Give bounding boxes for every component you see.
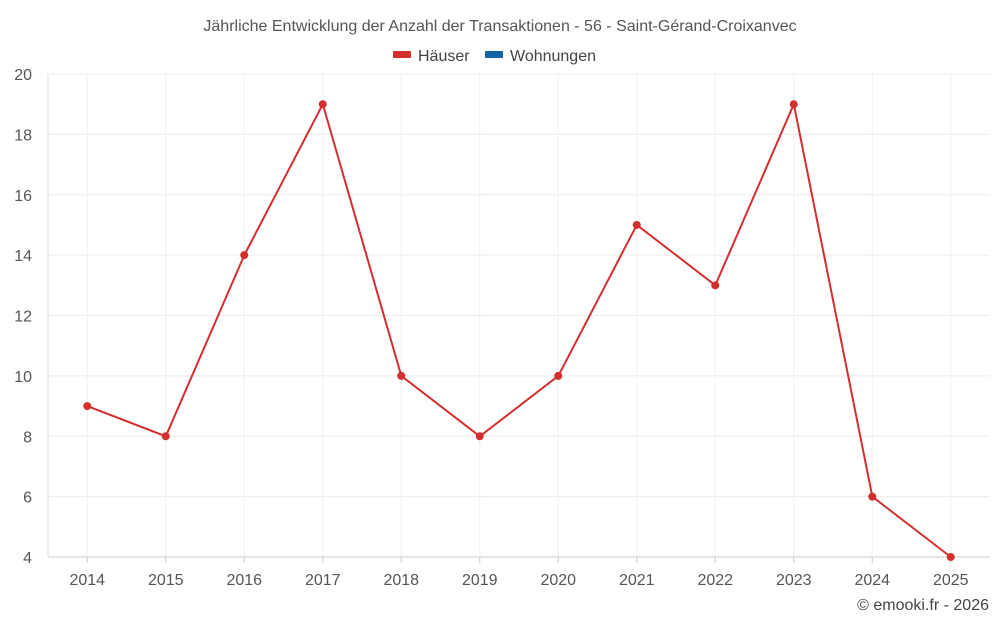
data-point[interactable] [711, 281, 720, 290]
legend-label-wohnungen: Wohnungen [510, 48, 596, 65]
legend-swatch-wohnungen [485, 51, 503, 58]
y-tick-label: 20 [14, 67, 32, 84]
series-group [83, 100, 955, 561]
x-tick-label: 2018 [383, 572, 419, 589]
data-point[interactable] [946, 553, 955, 561]
y-tick-label: 10 [14, 369, 32, 386]
legend-item-haeuser[interactable]: Häuser [393, 48, 470, 65]
x-tick-label: 2022 [697, 572, 733, 589]
series-line-0 [86, 103, 952, 558]
x-tick-label: 2017 [305, 572, 341, 589]
legend-label-haeuser: Häuser [418, 48, 470, 65]
legend-swatch-haeuser [393, 51, 411, 58]
data-point[interactable] [475, 432, 484, 441]
data-point[interactable] [83, 402, 92, 411]
chart-title: Jährliche Entwicklung der Anzahl der Tra… [203, 18, 796, 35]
x-tick-label: 2016 [226, 572, 262, 589]
y-tick-label: 14 [14, 248, 32, 265]
x-tick-label: 2024 [854, 572, 890, 589]
legend: Häuser Wohnungen [393, 48, 596, 65]
legend-item-wohnungen[interactable]: Wohnungen [485, 48, 596, 65]
x-tick-label: 2025 [933, 572, 969, 589]
data-point[interactable] [161, 432, 170, 441]
y-tick-label: 6 [23, 490, 32, 507]
y-tick-label: 12 [14, 309, 32, 326]
y-tick-label: 4 [23, 550, 32, 567]
x-tick-label: 2020 [540, 572, 576, 589]
data-point[interactable] [554, 371, 563, 380]
x-tick-label: 2015 [148, 572, 184, 589]
y-tick-label: 18 [14, 127, 32, 144]
credit-text: © emooki.fr - 2026 [857, 597, 989, 614]
x-tick-label: 2014 [69, 572, 105, 589]
grid [48, 73, 990, 558]
axes: 4 6 8 10 12 14 16 18 20 2014 2015 2016 2017 2018 2019 2… [14, 67, 990, 589]
y-tick-label: 8 [23, 429, 32, 446]
data-point[interactable] [789, 100, 798, 109]
data-point[interactable] [632, 220, 641, 229]
y-tick-label: 16 [14, 188, 32, 205]
data-point[interactable] [397, 371, 406, 380]
x-tick-label: 2023 [776, 572, 812, 589]
x-tick-label: 2019 [462, 572, 498, 589]
data-point[interactable] [240, 251, 249, 260]
data-point[interactable] [318, 100, 327, 109]
x-tick-label: 2021 [619, 572, 655, 589]
data-point[interactable] [868, 492, 877, 501]
